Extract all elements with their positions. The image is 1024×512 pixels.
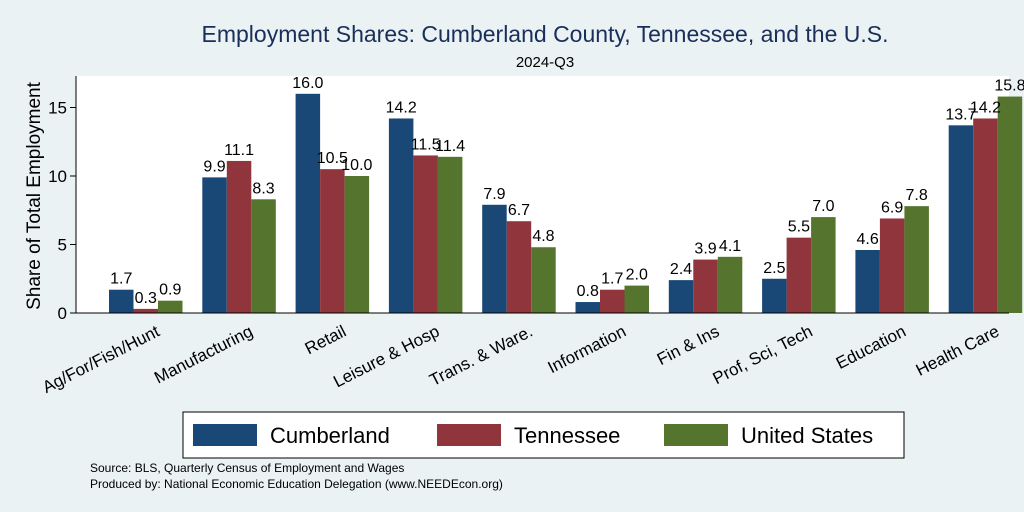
bar-cumberland — [295, 93, 321, 313]
y-axis-title: Share of Total Employment — [24, 81, 45, 309]
bar-cumberland — [109, 289, 134, 313]
legend-swatch-united-states — [664, 424, 728, 446]
bar-value-label: 0.8 — [577, 283, 599, 300]
bar-value-label: 4.1 — [719, 238, 741, 255]
bar-value-label: 15.8 — [994, 78, 1024, 95]
bar-united-states — [251, 199, 276, 313]
bar-value-label: 3.9 — [694, 241, 716, 258]
bar-united-states — [811, 217, 836, 313]
y-ticks: 0 5 10 15 — [48, 99, 76, 323]
bar-value-label: 0.3 — [135, 290, 157, 307]
bar-cumberland — [202, 177, 227, 313]
bar-tennessee — [973, 118, 998, 314]
chart-title: Employment Shares: Cumberland County, Te… — [202, 21, 889, 47]
bar-value-label: 2.0 — [626, 267, 648, 284]
bar-tennessee — [879, 218, 905, 313]
bar-cumberland — [855, 249, 880, 313]
bar-value-label: 16.0 — [292, 75, 323, 92]
bar-tennessee — [320, 169, 345, 313]
bar-united-states — [717, 256, 743, 313]
bar-value-label: 2.4 — [670, 261, 692, 278]
bar-cumberland — [762, 278, 787, 313]
bar-united-states — [158, 300, 183, 313]
bar-cumberland — [575, 302, 600, 313]
bar-value-label: 11.1 — [224, 142, 254, 159]
bar-value-label: 7.9 — [483, 186, 505, 203]
bar-value-label: 11.5 — [411, 136, 441, 153]
bar-tennessee — [133, 308, 158, 313]
bar-united-states — [344, 176, 370, 313]
y-tick-label: 15 — [48, 99, 67, 118]
bar-cumberland — [388, 118, 414, 314]
bar-value-label: 7.8 — [906, 187, 928, 204]
bar-value-label: 6.9 — [881, 199, 903, 216]
bar-tennessee — [413, 155, 438, 313]
bar-value-label: 4.6 — [857, 231, 879, 248]
bar-united-states — [624, 285, 649, 313]
bar-tennessee — [693, 259, 718, 313]
bar-cumberland — [482, 204, 507, 313]
bar-value-label: 5.5 — [788, 219, 810, 236]
bar-cumberland — [948, 125, 974, 313]
bar-value-label: 10.0 — [341, 157, 372, 174]
source-note: Source: BLS, Quarterly Census of Employm… — [90, 461, 404, 475]
legend-label: Tennessee — [514, 423, 620, 448]
bar-tennessee — [600, 289, 625, 313]
legend-label: United States — [741, 423, 873, 448]
legend: Cumberland Tennessee United States — [182, 411, 905, 459]
y-tick-label: 5 — [58, 236, 67, 255]
produced-by-note: Produced by: National Economic Education… — [90, 477, 503, 491]
bar-tennessee — [506, 221, 532, 313]
value-labels-layer: 1.70.3 0.99.911.18.316.010.510.014.211.51… — [110, 75, 1024, 307]
bar-united-states — [437, 156, 463, 313]
legend-label: Cumberland — [270, 423, 390, 448]
bar-value-label: 9.9 — [203, 158, 225, 175]
bar-value-label: 13.7 — [945, 106, 976, 123]
bar-value-label: 1.7 — [110, 271, 132, 288]
bar-united-states — [997, 96, 1023, 313]
bar-value-label: 7.0 — [812, 198, 834, 215]
legend-box — [182, 411, 905, 459]
y-tick-label: 0 — [58, 304, 67, 323]
bar-united-states — [531, 247, 556, 313]
bars-layer — [109, 93, 1023, 314]
legend-swatch-tennessee — [437, 424, 501, 446]
bar-cumberland — [668, 280, 694, 313]
bar-value-label: 10.5 — [317, 150, 348, 167]
bar-value-label: 4.8 — [532, 228, 554, 245]
bar-tennessee — [786, 237, 812, 313]
bar-value-label: 2.5 — [763, 260, 785, 277]
bar-value-label: 14.2 — [970, 99, 1001, 116]
chart-subtitle: 2024-Q3 — [516, 54, 574, 71]
bar-value-label: 0.9 — [159, 282, 181, 299]
bar-united-states — [904, 206, 929, 313]
bar-value-label: 8.3 — [252, 180, 274, 197]
bar-value-label: 11.4 — [435, 138, 465, 155]
bar-value-label: 6.7 — [508, 202, 530, 219]
legend-swatch-cumberland — [193, 424, 257, 446]
bar-value-label: 1.7 — [601, 271, 623, 288]
bar-value-label: 14.2 — [386, 99, 417, 116]
bar-tennessee — [226, 160, 252, 313]
y-tick-label: 10 — [48, 167, 67, 186]
